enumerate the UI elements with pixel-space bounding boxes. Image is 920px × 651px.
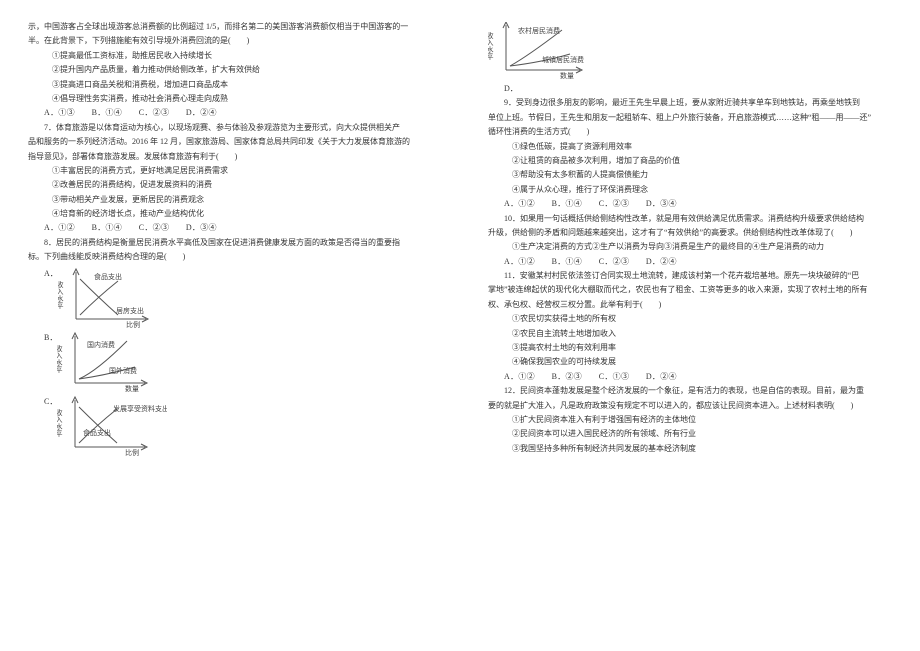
label-b: B． <box>44 331 57 345</box>
q11-c: 权、承包权、经营权三权分置。此举有利于( ) <box>488 298 892 312</box>
svg-text:收入水平: 收入水平 <box>57 344 63 374</box>
q12-b: 要的就是扩大准入，凡是政府政策没有规定不可以进入的，都应该让民间资本进入。上述材… <box>488 399 892 413</box>
q9-b: 单位上班。节假日，王先生和朋友一起租轿车、租上户外旅行装备，开启旅游模式……这种… <box>488 111 892 125</box>
q12-o1: ①扩大民间资本准入有利于增强国有经济的主体地位 <box>488 413 892 427</box>
q12-o3: ③我国坚持多种所有制经济共同发展的基本经济制度 <box>488 442 892 456</box>
q9-a: 9．受到身边很多朋友的影响，最近王先生早晨上班，要从家附近骑共享单车到地铁站，再… <box>488 96 892 110</box>
svg-text:食品支出: 食品支出 <box>83 428 111 437</box>
q8-b: 标。下列曲线能反映消费结构合理的是( ) <box>28 250 432 264</box>
label-a: A． <box>44 267 58 281</box>
chart-b: 收入水平 国内消费 国外消费 数量 <box>57 331 152 393</box>
svg-text:收入水平: 收入水平 <box>57 408 63 438</box>
q6-opt1: ①提高最低工资标准，助推居民收入持续增长 <box>28 49 432 63</box>
q9-o4: ④属于从众心理，推行了环保消费理念 <box>488 183 892 197</box>
svg-text:比例: 比例 <box>125 448 139 457</box>
q10-a: 10．如果用一句话概括供给侧结构性改革，就是用有效供给满足优质需求。消费结构升级… <box>488 212 892 226</box>
q7-o3: ③带动相关产业发展，更新居民的消费观念 <box>28 193 432 207</box>
q7-choices: A．①② B．①④ C．②③ D．③④ <box>28 221 432 235</box>
q11-o4: ④确保我国农业的可持续发展 <box>488 355 892 369</box>
svg-text:数量: 数量 <box>125 384 139 393</box>
q6-lead1: 示，中国游客占全球出境游客总消费额的比例超过 1/5，而排名第二的美国游客消费额… <box>28 20 432 34</box>
q9-c: 循环性消费的生活方式( ) <box>488 125 892 139</box>
q11-o3: ③提高农村土地的有效利用率 <box>488 341 892 355</box>
svg-text:发展享受资料支出: 发展享受资料支出 <box>113 404 167 413</box>
svg-text:农村居民消费: 农村居民消费 <box>518 26 560 35</box>
chart-d: 收入水平 农村居民消费 城镇居民消费 数量 <box>488 22 598 80</box>
q6-opt4: ④倡导理性务实消费，推动社会消费心理走向成熟 <box>28 92 432 106</box>
svg-text:收入水平: 收入水平 <box>488 31 494 61</box>
q10-b: 升级，供给侧的矛盾和问题越来越突出，这才有了“有效供给”的高要求。供给侧结构性改… <box>488 226 892 240</box>
q7-o1: ①丰富居民的消费方式，更好地满足居民消费需求 <box>28 164 432 178</box>
svg-text:收入水平: 收入水平 <box>58 280 64 310</box>
svg-text:国内消费: 国内消费 <box>87 340 115 349</box>
chart-a: 收入水平 食品支出 居房支出 比例 <box>58 267 153 329</box>
svg-text:国外消费: 国外消费 <box>109 366 137 375</box>
label-d: D． <box>488 82 892 96</box>
chart-b-block: B． 收入水平 国内消费 国外消费 数量 <box>44 331 432 393</box>
q12-o2: ②民间资本可以进入国民经济的所有领域、所有行业 <box>488 427 892 441</box>
q9-o2: ②让租赁的商品被多次利用，增加了商品的价值 <box>488 154 892 168</box>
q6-choices: A．①③ B．①④ C．②③ D．②④ <box>28 106 432 120</box>
q6-opt2: ②提升国内产品质量，着力推动供给侧改革，扩大有效供给 <box>28 63 432 77</box>
q11-a: 11．安徽某村村民依法签订合同实现土地流转，建成该村第一个花卉栽培基地。原先一块… <box>488 269 892 283</box>
q7-o2: ②改善居民的消费结构，促进发展资料的消费 <box>28 178 432 192</box>
q8-a: 8．居民的消费结构是衡量居民消费水平高低及国家在促进消费健康发展方面的政策是否得… <box>28 236 432 250</box>
svg-text:居房支出: 居房支出 <box>116 306 144 315</box>
q11-o2: ②农民自主流转土地增加收入 <box>488 327 892 341</box>
q11-choices: A．①② B．②③ C．①③ D．②④ <box>488 370 892 384</box>
q7-b: 品和服务的一系列经济活动。2016 年 12 月，国家旅游局、国家体育总局共同印… <box>28 135 432 149</box>
q7-c: 指导意见》，部署体育旅游发展。发展体育旅游有利于( ) <box>28 150 432 164</box>
chart-a-block: A． 收入水平 食品支出 居房支出 比例 <box>44 267 432 329</box>
chart-c: 收入水平 食品支出 发展享受资料支出 比例 <box>57 395 167 457</box>
svg-text:数量: 数量 <box>560 71 574 80</box>
q9-o1: ①绿色低碳，提高了资源利用效率 <box>488 140 892 154</box>
q9-o3: ③帮助没有太多积蓄的人提高偿债能力 <box>488 168 892 182</box>
q9-choices: A．①② B．①④ C．②③ D．③④ <box>488 197 892 211</box>
svg-text:比例: 比例 <box>126 320 140 329</box>
svg-text:城镇居民消费: 城镇居民消费 <box>542 55 584 64</box>
q10-choices: A．①② B．①④ C．②③ D．②④ <box>488 255 892 269</box>
svg-text:食品支出: 食品支出 <box>94 272 122 281</box>
chart-d-block: 收入水平 农村居民消费 城镇居民消费 数量 <box>488 22 892 80</box>
q11-b: 掌地”被连绵起伏的现代化大棚取而代之，农民也有了租金、工资等更多的收入来源，实现… <box>488 283 892 297</box>
q7-o4: ④培育新的经济增长点，推动产业结构优化 <box>28 207 432 221</box>
q12-a: 12．民间资本蓬勃发展是整个经济发展的一个象征，是有活力的表现，也是自信的表现。… <box>488 384 892 398</box>
q6-opt3: ③提高进口商品关税和消费税，增加进口商品成本 <box>28 78 432 92</box>
q7-a: 7．体育旅游是以体育运动为核心，以现场观赛、参与体验及参观游览为主要形式，向大众… <box>28 121 432 135</box>
q11-o1: ①农民切实获得土地的所有权 <box>488 312 892 326</box>
q10-o: ①生产决定消费的方式②生产以消费为导向③消费是生产的最终目的④生产是消费的动力 <box>488 240 892 254</box>
q6-lead2: 半。在此背景下，下列措施能有效引导境外消费回流的是( ) <box>28 34 432 48</box>
chart-c-block: C． 收入水平 食品支出 发展享受资料支出 比例 <box>44 395 432 457</box>
label-c: C． <box>44 395 57 409</box>
